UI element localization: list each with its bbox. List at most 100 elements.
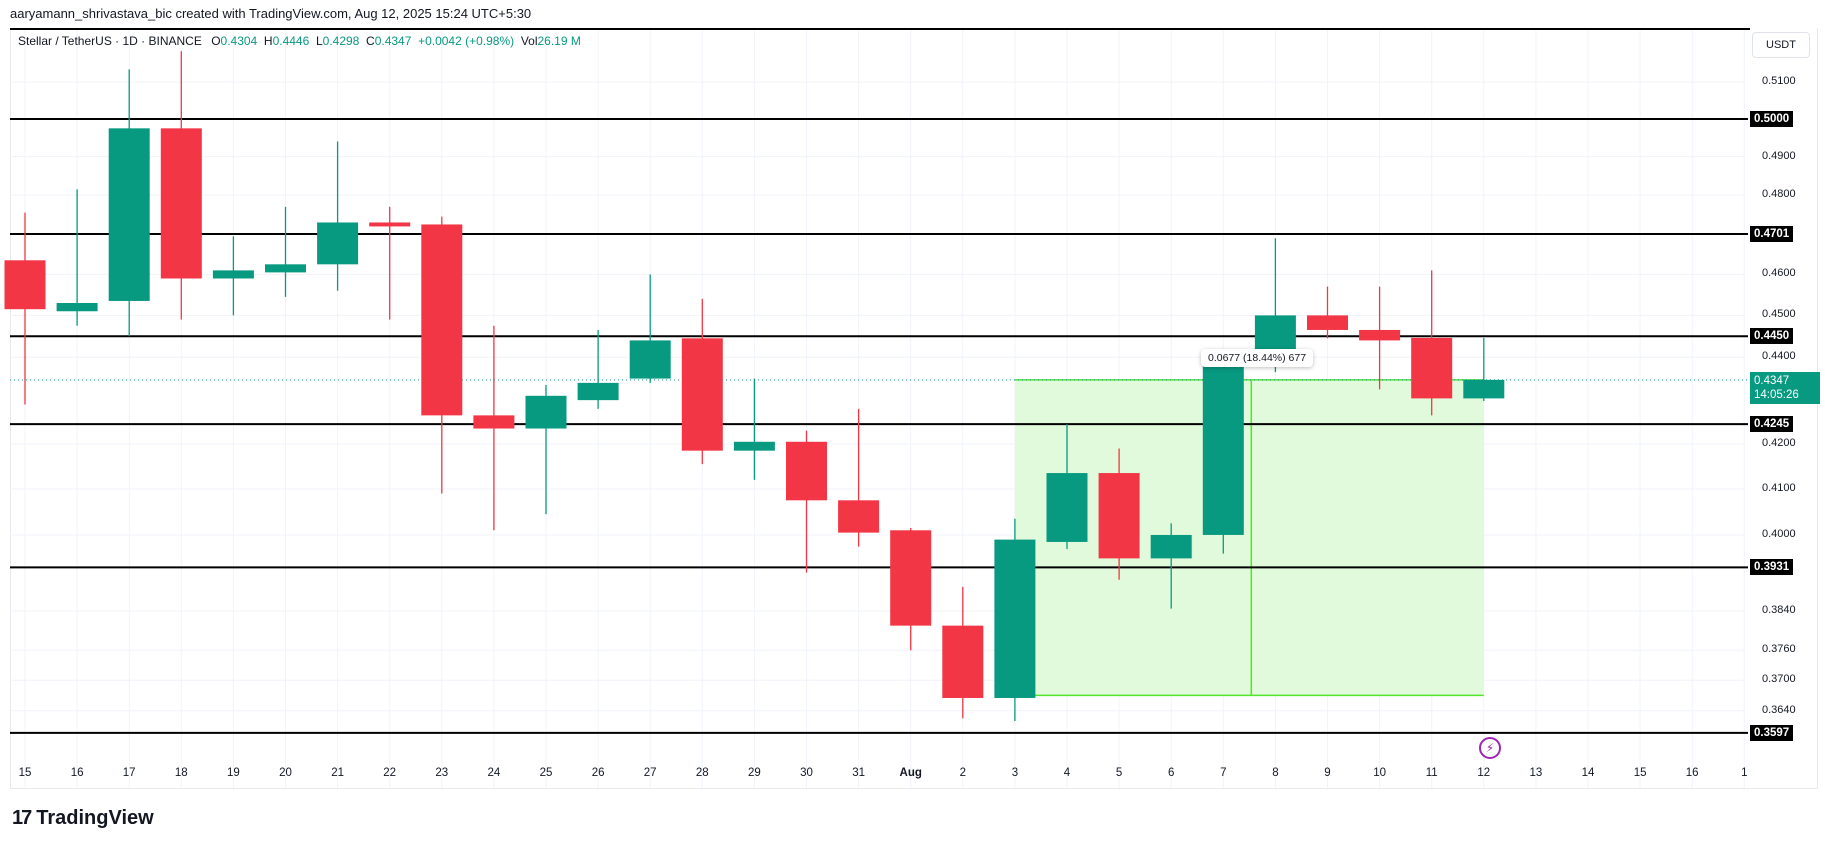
symbol-legend: Stellar / TetherUS · 1D · BINANCE O0.430… — [18, 34, 581, 48]
time-label: 12 — [1477, 767, 1491, 779]
price-tick: 0.4800 — [1762, 188, 1796, 201]
candle-body[interactable] — [473, 415, 515, 429]
symbol-name[interactable]: Stellar / TetherUS · 1D · BINANCE — [18, 34, 202, 48]
time-label: 20 — [279, 767, 292, 779]
chart-top-border — [10, 28, 1750, 30]
candle-body[interactable] — [4, 260, 46, 310]
volume-value: 26.19 M — [537, 34, 581, 48]
candle-body[interactable] — [369, 222, 411, 227]
time-label: 23 — [435, 767, 449, 779]
tradingview-logo: 17 TradingView — [12, 807, 154, 829]
measure-tooltip: 0.0677 (18.44%) 677 — [1201, 349, 1314, 367]
currency-unit-button[interactable]: USDT — [1752, 32, 1810, 58]
candle-body[interactable] — [629, 340, 671, 379]
price-tick: 0.4000 — [1762, 527, 1796, 540]
time-label: 16 — [1685, 767, 1699, 779]
time-label: 17 — [122, 767, 136, 779]
time-label: 27 — [643, 767, 657, 779]
time-label: 10 — [1373, 767, 1386, 779]
time-label: 19 — [226, 767, 240, 779]
time-label: 7 — [1220, 767, 1227, 779]
price-tick: 0.5100 — [1762, 75, 1796, 88]
candle-body[interactable] — [1307, 315, 1348, 330]
bar-countdown: 14:05:26 — [1754, 389, 1799, 401]
candle-body[interactable] — [1150, 534, 1192, 559]
level-price-label: 0.3597 — [1750, 724, 1794, 741]
price-tick: 0.3640 — [1762, 703, 1796, 716]
candle-body[interactable] — [1046, 473, 1088, 542]
level-price-label: 0.4701 — [1750, 225, 1794, 242]
price-tick: 0.4600 — [1762, 267, 1796, 280]
level-price-label: 0.4245 — [1750, 416, 1794, 433]
candle-body[interactable] — [108, 128, 150, 301]
candle-body[interactable] — [160, 128, 202, 279]
tradingview-logo-icon: 17 — [12, 807, 32, 829]
candle-body[interactable] — [994, 539, 1036, 698]
time-label: 14 — [1581, 767, 1595, 779]
level-price-label: 0.4450 — [1750, 328, 1794, 345]
price-tick: 0.4900 — [1762, 149, 1796, 162]
time-label: 29 — [747, 767, 761, 779]
close-value: 0.4347 — [374, 34, 412, 48]
candle-body[interactable] — [56, 303, 98, 312]
candle-body[interactable] — [681, 338, 723, 451]
price-tick: 0.3840 — [1762, 604, 1796, 617]
price-tick: 0.4200 — [1762, 436, 1796, 449]
open-value: 0.4304 — [220, 34, 258, 48]
time-label: 6 — [1167, 767, 1175, 779]
low-value: 0.4298 — [322, 34, 360, 48]
candle-body[interactable] — [786, 441, 827, 501]
price-tick: 0.4500 — [1762, 308, 1796, 321]
candle-body[interactable] — [525, 395, 567, 429]
time-label: 28 — [695, 767, 709, 779]
change-value: +0.0042 (+0.98%) — [418, 34, 515, 48]
candle-body[interactable] — [733, 441, 775, 451]
time-label: 15 — [18, 767, 32, 779]
time-label: 2 — [959, 767, 966, 779]
price-tick: 0.4400 — [1762, 350, 1796, 363]
time-label: 30 — [800, 767, 813, 779]
time-label: 13 — [1529, 767, 1543, 779]
candle-body[interactable] — [265, 264, 306, 273]
time-label: 3 — [1011, 767, 1019, 779]
candle-body[interactable] — [1098, 473, 1140, 559]
time-label: 4 — [1063, 767, 1071, 779]
time-label: 25 — [539, 767, 553, 779]
price-range-box — [1014, 379, 1484, 696]
lightning-event-icon[interactable]: ⚡ — [1479, 737, 1501, 759]
time-label: Aug — [899, 767, 922, 779]
level-price-label: 0.5000 — [1750, 111, 1794, 127]
candle-body[interactable] — [890, 530, 932, 626]
candle-body[interactable] — [421, 224, 463, 416]
time-label: 22 — [383, 767, 397, 779]
candle-body[interactable] — [1359, 329, 1401, 341]
time-label: 11 — [1425, 767, 1438, 779]
time-label: 26 — [591, 767, 605, 779]
time-label: 16 — [70, 767, 84, 779]
time-label: 24 — [487, 767, 501, 779]
candle-body[interactable] — [838, 500, 880, 533]
candle-body[interactable] — [1463, 379, 1505, 399]
candle-body[interactable] — [1202, 365, 1244, 535]
candle-body[interactable] — [942, 625, 984, 698]
time-label: 1 — [1741, 767, 1748, 779]
candle-body[interactable] — [577, 382, 619, 401]
candle-body[interactable] — [1411, 337, 1453, 399]
candle-body[interactable] — [212, 270, 254, 279]
time-label: 31 — [852, 767, 865, 779]
time-label: 21 — [331, 767, 344, 779]
price-tick: 0.4100 — [1762, 481, 1796, 494]
price-tick: 0.3760 — [1762, 643, 1796, 656]
candle-body[interactable] — [317, 222, 359, 265]
chart-frame — [10, 28, 1818, 789]
time-label: 8 — [1272, 767, 1279, 779]
level-price-label: 0.3931 — [1750, 559, 1794, 576]
chart-credit: aaryamann_shrivastava_bic created with T… — [10, 6, 532, 21]
price-tick: 0.3700 — [1762, 673, 1796, 686]
current-price-label: 0.4347 14:05:26 — [1750, 372, 1820, 404]
time-label: 15 — [1633, 767, 1647, 779]
time-label: 5 — [1115, 767, 1123, 779]
time-label: 18 — [174, 767, 188, 779]
time-label: 9 — [1324, 767, 1331, 779]
